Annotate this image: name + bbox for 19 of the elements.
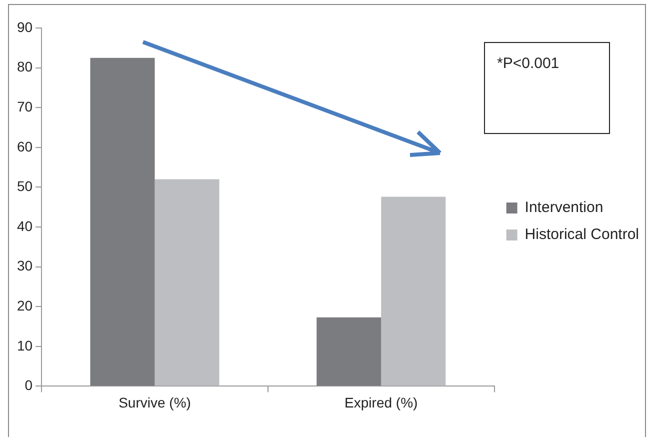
bar <box>381 196 446 386</box>
y-tick-label: 80 <box>16 58 33 75</box>
y-tick-label: 10 <box>16 337 33 354</box>
y-tick-label: 90 <box>16 18 33 35</box>
legend-label: Intervention <box>524 199 604 216</box>
y-tick-label: 50 <box>16 178 33 194</box>
y-tick-label: 60 <box>16 138 33 154</box>
text: *P<0.001 <box>484 42 610 134</box>
y-tick-label: 40 <box>16 218 33 234</box>
bar <box>154 179 220 386</box>
y-tick-label: 30 <box>16 258 33 274</box>
bar <box>316 317 382 386</box>
bar <box>90 58 155 386</box>
y-tick-label: 70 <box>16 98 33 114</box>
x-tick-label: Survive (%) <box>118 394 191 410</box>
x-tick-label: Expired (%) <box>344 394 418 410</box>
y-tick-label: 20 <box>16 297 33 314</box>
y-tick-label: 0 <box>24 377 33 394</box>
legend-label: Historical Control <box>524 226 640 244</box>
